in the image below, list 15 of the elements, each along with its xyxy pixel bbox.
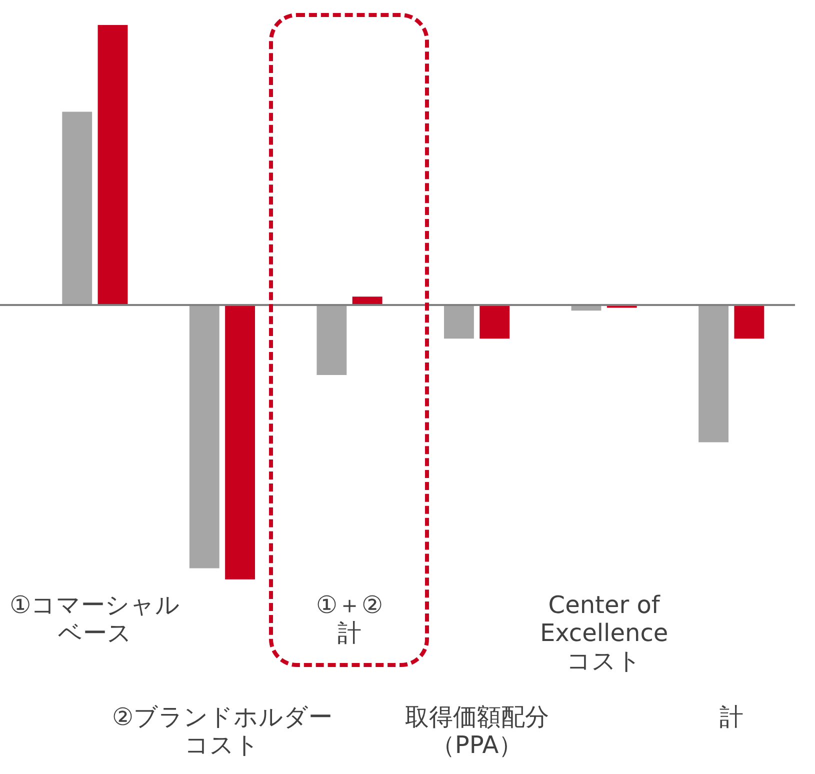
x-tick-label: Center of Excellence コスト bbox=[540, 591, 668, 676]
x-tick-label: 取得価額配分（PPA） bbox=[404, 703, 549, 760]
bar bbox=[225, 305, 255, 580]
x-tick-label: ①＋②計 bbox=[316, 591, 384, 648]
bar bbox=[189, 305, 220, 568]
x-tick-label: ①コマーシャルベース bbox=[10, 591, 180, 648]
x-tick-label: ②ブランドホルダーコスト bbox=[112, 703, 332, 760]
bar bbox=[444, 305, 474, 339]
x-tick-label: 計 bbox=[719, 703, 744, 732]
bar bbox=[316, 305, 347, 375]
bar bbox=[734, 305, 764, 339]
bar bbox=[98, 25, 128, 305]
bar bbox=[62, 112, 92, 305]
bar bbox=[698, 305, 729, 442]
bar bbox=[480, 305, 510, 339]
